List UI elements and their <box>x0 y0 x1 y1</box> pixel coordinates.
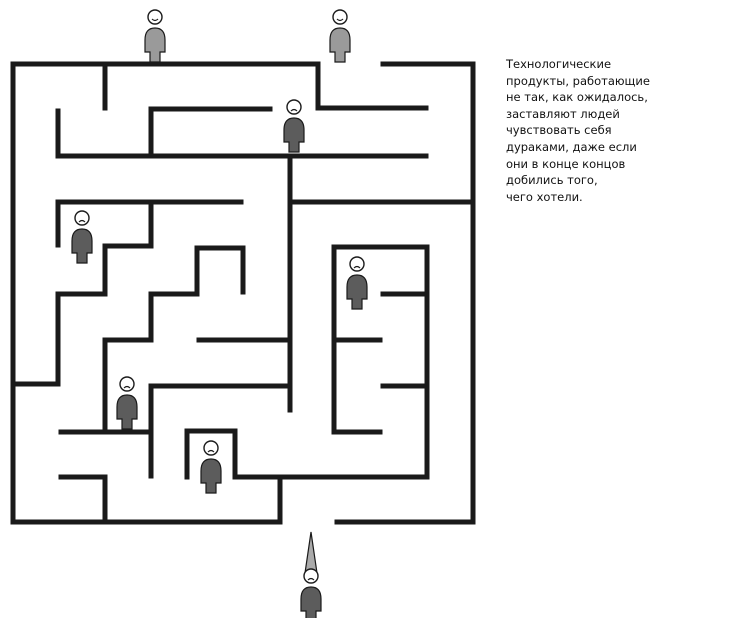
person-sad-icon <box>283 99 305 153</box>
person-happy-icon <box>329 9 351 63</box>
outer-wall-top-right <box>334 61 476 525</box>
person-sad-icon <box>200 440 222 494</box>
caption-line: дураками, даже если <box>506 139 637 154</box>
maze-wall <box>10 199 154 387</box>
maze-wall <box>58 474 108 525</box>
caption-line: они в конце концов <box>506 156 626 171</box>
caption-line: продукты, работающие <box>506 73 650 88</box>
person-happy-icon <box>144 9 166 63</box>
maze-wall <box>184 244 430 480</box>
caption-text: Технологические продукты, работающие не … <box>506 56 721 205</box>
maze-wall <box>102 245 246 433</box>
outer-wall-top-left <box>10 61 321 525</box>
maze-wall <box>315 61 429 111</box>
maze-wall <box>55 199 244 248</box>
caption-line: чего хотели. <box>506 189 583 204</box>
person-with-hat-icon <box>300 531 322 618</box>
caption-line: чувствовать себя <box>506 123 612 138</box>
maze-wall <box>55 108 429 159</box>
person-sad-icon <box>346 256 368 310</box>
caption-line: не так, как ожидалось, <box>506 90 648 105</box>
maze-wall <box>148 383 291 479</box>
person-sad-icon <box>71 210 93 264</box>
caption-line: Технологические <box>506 57 612 71</box>
caption-line: заставляют людей <box>506 106 620 121</box>
caption-line: добились того, <box>506 173 598 188</box>
maze-walls <box>10 61 476 525</box>
maze-wall <box>148 106 273 159</box>
person-sad-icon <box>116 376 138 430</box>
